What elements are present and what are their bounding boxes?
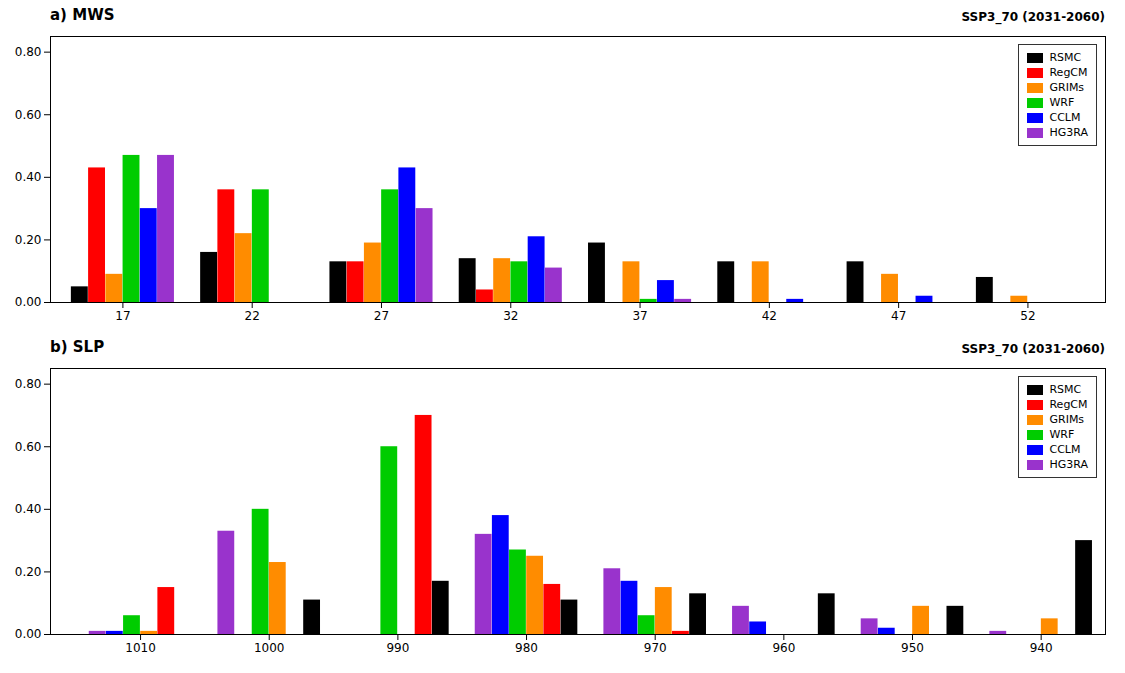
html-text:SSP3_70 (2031-2060): SSP3_70 (2031-2060) xyxy=(961,10,1105,24)
svg-text:32: 32 xyxy=(503,309,518,323)
svg-text:0.60: 0.60 xyxy=(15,440,42,454)
svg-text:940: 940 xyxy=(1030,641,1053,655)
svg-text:0.00: 0.00 xyxy=(15,627,42,641)
html-text:GRIMs: GRIMs xyxy=(1049,81,1085,94)
html-text:RegCM: RegCM xyxy=(1049,66,1088,79)
html-text:SSP3_70 (2031-2060): SSP3_70 (2031-2060) xyxy=(961,342,1105,356)
html-text:a) MWS: a) MWS xyxy=(50,6,115,24)
svg-text:27: 27 xyxy=(374,309,389,323)
svg-text:990: 990 xyxy=(386,641,409,655)
html-text:b) SLP: b) SLP xyxy=(50,338,105,356)
html-text:CCLM: CCLM xyxy=(1049,443,1081,456)
html-text:RSMC: RSMC xyxy=(1049,51,1082,64)
html-text:WRF: WRF xyxy=(1049,428,1075,441)
svg-text:52: 52 xyxy=(1020,309,1035,323)
svg-text:37: 37 xyxy=(632,309,647,323)
svg-text:0.80: 0.80 xyxy=(15,377,42,391)
svg-text:0.00: 0.00 xyxy=(15,295,42,309)
svg-text:47: 47 xyxy=(891,309,906,323)
svg-text:0.60: 0.60 xyxy=(15,108,42,122)
html-text:RegCM: RegCM xyxy=(1049,398,1088,411)
svg-text:970: 970 xyxy=(644,641,667,655)
svg-text:1010: 1010 xyxy=(125,641,156,655)
svg-text:17: 17 xyxy=(115,309,130,323)
svg-text:0.20: 0.20 xyxy=(15,233,42,247)
html-text:RSMC: RSMC xyxy=(1049,383,1082,396)
svg-text:960: 960 xyxy=(772,641,795,655)
html-text:GRIMs: GRIMs xyxy=(1049,413,1085,426)
html-text:HG3RA: HG3RA xyxy=(1049,126,1088,139)
svg-text:980: 980 xyxy=(515,641,538,655)
svg-text:0.80: 0.80 xyxy=(15,45,42,59)
svg-text:0.20: 0.20 xyxy=(15,565,42,579)
svg-text:42: 42 xyxy=(762,309,777,323)
svg-text:950: 950 xyxy=(901,641,924,655)
svg-text:0.40: 0.40 xyxy=(15,502,42,516)
html-text:HG3RA: HG3RA xyxy=(1049,458,1088,471)
html-text:WRF: WRF xyxy=(1049,96,1075,109)
svg-text:22: 22 xyxy=(245,309,260,323)
html-text:CCLM: CCLM xyxy=(1049,111,1081,124)
svg-text:0.40: 0.40 xyxy=(15,170,42,184)
svg-text:1000: 1000 xyxy=(254,641,285,655)
